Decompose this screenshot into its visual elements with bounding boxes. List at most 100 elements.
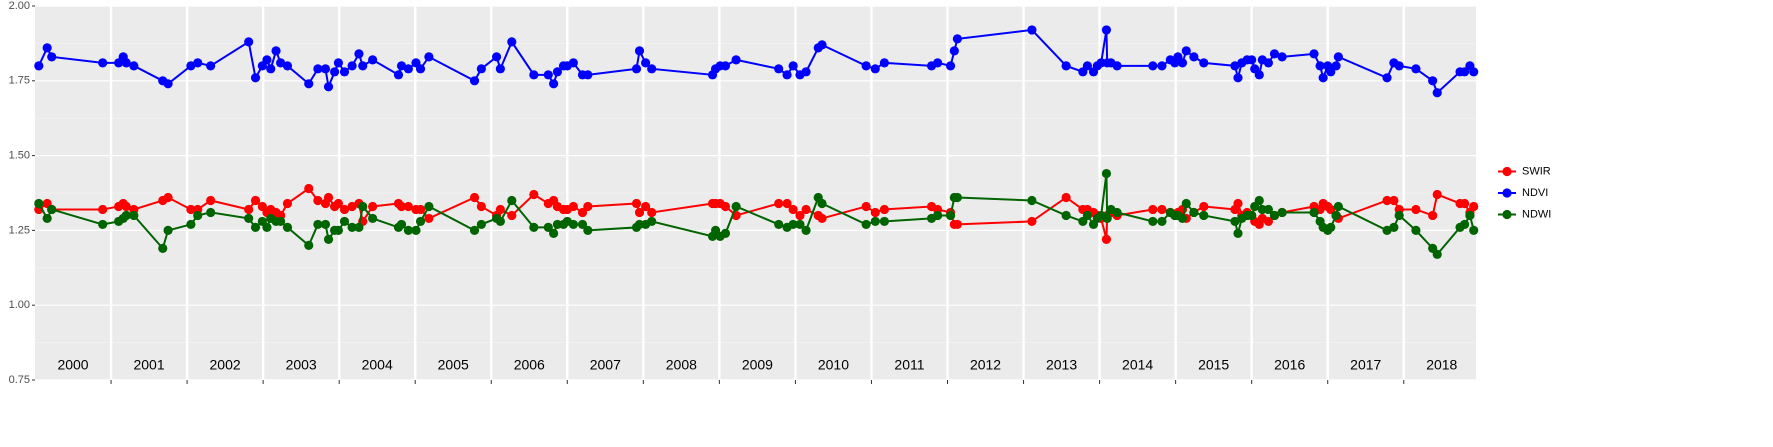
year-label: 2004: [362, 357, 393, 373]
data-point: [634, 46, 645, 56]
data-point: [1148, 61, 1158, 71]
data-point: [583, 225, 593, 235]
data-point: [647, 64, 657, 74]
data-point: [244, 37, 254, 47]
data-point: [1277, 207, 1287, 218]
data-point: [1459, 67, 1470, 77]
data-point: [163, 79, 173, 89]
data-point: [1277, 52, 1287, 62]
data-point: [1254, 70, 1264, 80]
data-point: [731, 201, 741, 212]
data-point: [250, 195, 261, 206]
data-point: [1157, 216, 1167, 227]
data-point: [358, 201, 368, 212]
data-point: [1189, 52, 1199, 62]
data-point: [424, 52, 434, 62]
data-point: [631, 64, 642, 74]
data-point: [1411, 64, 1421, 74]
data-point: [333, 225, 344, 235]
data-point: [631, 198, 642, 209]
data-point: [641, 58, 651, 68]
data-point: [945, 210, 956, 221]
year-label: 2017: [1350, 357, 1381, 373]
data-point: [1469, 67, 1479, 77]
year-label: 2016: [1274, 357, 1305, 373]
data-point: [469, 76, 480, 86]
data-point: [282, 222, 293, 233]
data-point: [339, 216, 350, 227]
data-point: [870, 216, 880, 227]
data-point: [945, 61, 956, 71]
data-point: [368, 213, 378, 224]
data-point: [1181, 46, 1191, 56]
data-point: [304, 240, 314, 250]
data-point: [330, 67, 340, 77]
data-point: [47, 52, 57, 62]
data-point: [358, 61, 368, 71]
data-point: [1263, 58, 1274, 68]
data-point: [795, 210, 805, 221]
data-point: [1394, 61, 1404, 71]
data-point: [568, 219, 578, 230]
data-point: [320, 64, 331, 74]
data-point: [121, 58, 131, 68]
data-point: [42, 43, 52, 53]
data-point: [817, 40, 827, 50]
data-point: [879, 204, 889, 215]
data-point: [1082, 210, 1093, 221]
data-point: [552, 67, 563, 77]
data-point: [469, 225, 480, 235]
data-point: [507, 195, 517, 206]
data-point: [1199, 58, 1209, 68]
data-point: [347, 222, 357, 233]
data-point: [347, 61, 357, 71]
data-point: [861, 61, 871, 71]
data-point: [121, 201, 131, 212]
data-point: [323, 192, 334, 203]
data-point: [396, 201, 407, 212]
legend-key-point: [1502, 209, 1512, 220]
data-point: [577, 207, 588, 218]
data-point: [403, 225, 413, 235]
data-point: [415, 204, 426, 215]
data-point: [1469, 201, 1479, 212]
data-point: [333, 58, 344, 68]
data-point: [282, 198, 293, 209]
legend-label: SWIR: [1522, 165, 1551, 177]
data-point: [1389, 195, 1399, 206]
data-point: [647, 207, 657, 218]
data-point: [186, 219, 196, 230]
data-point: [774, 64, 784, 74]
data-point: [1233, 73, 1243, 83]
year-label: 2018: [1426, 357, 1457, 373]
data-point: [861, 219, 871, 230]
legend-label: NDWI: [1522, 208, 1551, 220]
year-label: 2010: [818, 357, 849, 373]
data-point: [1309, 49, 1319, 59]
data-point: [641, 201, 651, 212]
data-point: [1459, 198, 1470, 209]
data-point: [244, 204, 254, 215]
data-point: [933, 58, 943, 68]
data-point: [782, 198, 792, 209]
data-point: [1309, 207, 1319, 218]
data-point: [1148, 216, 1158, 227]
data-point: [933, 210, 943, 221]
data-point: [47, 204, 57, 215]
data-point: [323, 234, 334, 244]
data-point: [1432, 189, 1442, 200]
data-point: [1333, 52, 1343, 62]
year-label: 2012: [970, 357, 1001, 373]
data-point: [250, 73, 261, 83]
data-point: [34, 61, 44, 71]
year-label: 2014: [1122, 357, 1153, 373]
data-point: [529, 189, 539, 200]
data-point: [879, 216, 889, 227]
data-point: [1263, 204, 1274, 215]
data-point: [774, 219, 784, 230]
data-point: [313, 219, 323, 230]
year-label: 2001: [133, 357, 164, 373]
data-point: [403, 64, 413, 74]
data-point: [282, 61, 293, 71]
